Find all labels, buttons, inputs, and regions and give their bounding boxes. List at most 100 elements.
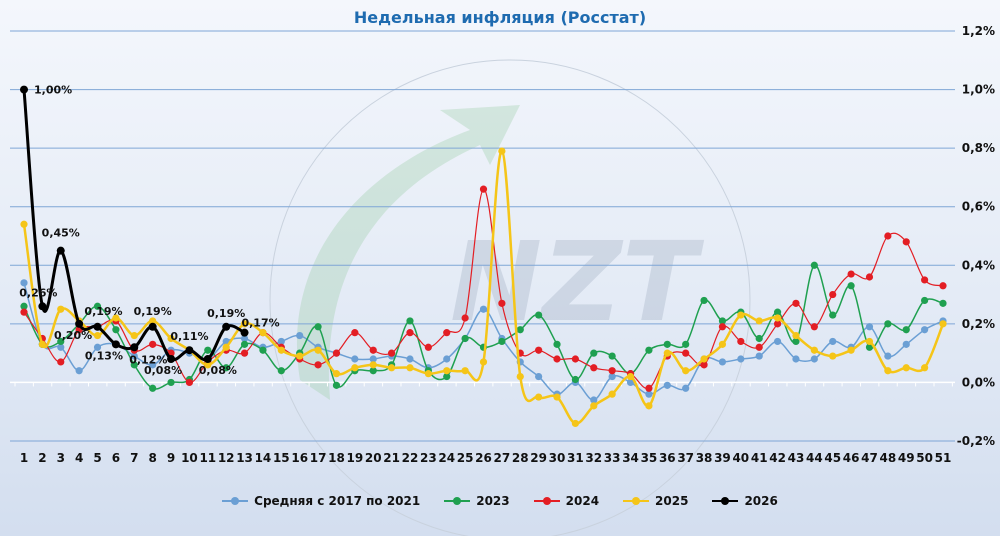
data-point (149, 361, 157, 369)
data-point (645, 402, 653, 410)
data-point (130, 343, 139, 352)
data-point (535, 346, 543, 354)
x-tick-label: 39 (714, 451, 731, 465)
data-point (608, 352, 616, 360)
data-point (553, 340, 561, 348)
data-point (204, 361, 212, 369)
data-point (130, 352, 138, 360)
data-point (240, 349, 249, 357)
data-point (682, 349, 690, 357)
data-point (939, 282, 947, 290)
data-label: 0,19% (134, 305, 172, 318)
data-point (608, 390, 616, 398)
data-point (479, 358, 488, 366)
y-tick-label: 0,6% (962, 200, 995, 214)
data-point (902, 340, 910, 348)
data-point (645, 346, 653, 354)
x-tick-label: 18 (328, 451, 345, 465)
data-point (590, 349, 598, 357)
x-tick-label: 42 (769, 451, 786, 465)
data-label: 0,26% (19, 286, 57, 299)
legend-item: Средняя с 2017 по 2021 (222, 494, 420, 508)
data-point (149, 340, 157, 348)
data-point (645, 384, 653, 392)
data-point (902, 364, 910, 372)
x-tick-label: 15 (273, 451, 290, 465)
data-point (424, 343, 432, 351)
y-tick-label: -0,2% (957, 434, 995, 448)
data-point (296, 331, 304, 340)
x-tick-label: 43 (788, 451, 805, 465)
data-point (93, 343, 102, 351)
data-point (700, 355, 708, 363)
series-Средняя-с-2017-по-2021 (20, 279, 947, 404)
x-tick-label: 28 (512, 451, 529, 465)
data-point (185, 346, 194, 355)
x-tick-label: 34 (622, 451, 639, 465)
data-point (718, 323, 727, 331)
data-point (829, 352, 837, 360)
data-point (57, 337, 65, 346)
data-point (148, 322, 157, 331)
legend-label: 2024 (565, 494, 600, 508)
data-point (240, 328, 249, 337)
data-point (700, 361, 708, 369)
data-point (56, 246, 65, 255)
data-label: 0,19% (207, 307, 245, 320)
data-point (663, 381, 671, 389)
data-point (921, 276, 929, 284)
data-point (865, 337, 874, 346)
data-point (259, 329, 267, 337)
data-point (369, 361, 377, 369)
data-point (829, 311, 837, 319)
data-label: 0,13% (85, 349, 123, 362)
data-point (20, 308, 28, 316)
x-tick-label: 49 (898, 451, 915, 465)
data-point (921, 296, 929, 305)
y-tick-label: 0,2% (962, 317, 995, 331)
chart-title: Недельная инфляция (Росстат) (353, 8, 647, 27)
x-tick-label: 35 (641, 451, 658, 465)
data-point (479, 185, 488, 193)
data-point (167, 378, 175, 387)
data-point (737, 355, 745, 363)
x-tick-label: 33 (604, 451, 621, 465)
x-tick-label: 1 (20, 451, 28, 465)
series-2025 (20, 147, 947, 428)
data-point (810, 323, 818, 331)
data-point (498, 147, 506, 155)
data-point (645, 390, 653, 398)
data-point (498, 299, 506, 307)
data-point (93, 302, 102, 310)
data-point (902, 326, 910, 334)
x-tick-label: 3 (57, 451, 65, 465)
data-point (921, 326, 929, 334)
data-point (498, 337, 506, 346)
data-point (388, 349, 396, 357)
data-point (865, 273, 874, 281)
data-point (902, 238, 910, 246)
x-tick-label: 8 (148, 451, 156, 465)
data-point (810, 355, 818, 363)
data-point (314, 323, 322, 331)
data-point (314, 346, 322, 354)
data-point (700, 296, 708, 305)
legend-label: 2023 (476, 494, 510, 508)
data-point (755, 352, 763, 360)
x-tick-label: 13 (236, 451, 253, 465)
y-tick-label: 0,0% (962, 375, 995, 389)
data-point (38, 340, 46, 348)
data-point (57, 343, 65, 351)
legend-swatch (623, 496, 650, 506)
data-point (884, 232, 892, 240)
data-point (921, 364, 929, 372)
x-tick-label: 37 (677, 451, 694, 465)
data-point (130, 361, 138, 369)
data-point (737, 311, 745, 319)
x-tick-label: 9 (167, 451, 175, 465)
data-point (443, 355, 451, 363)
legend-swatch (533, 496, 560, 506)
data-point (388, 364, 396, 372)
